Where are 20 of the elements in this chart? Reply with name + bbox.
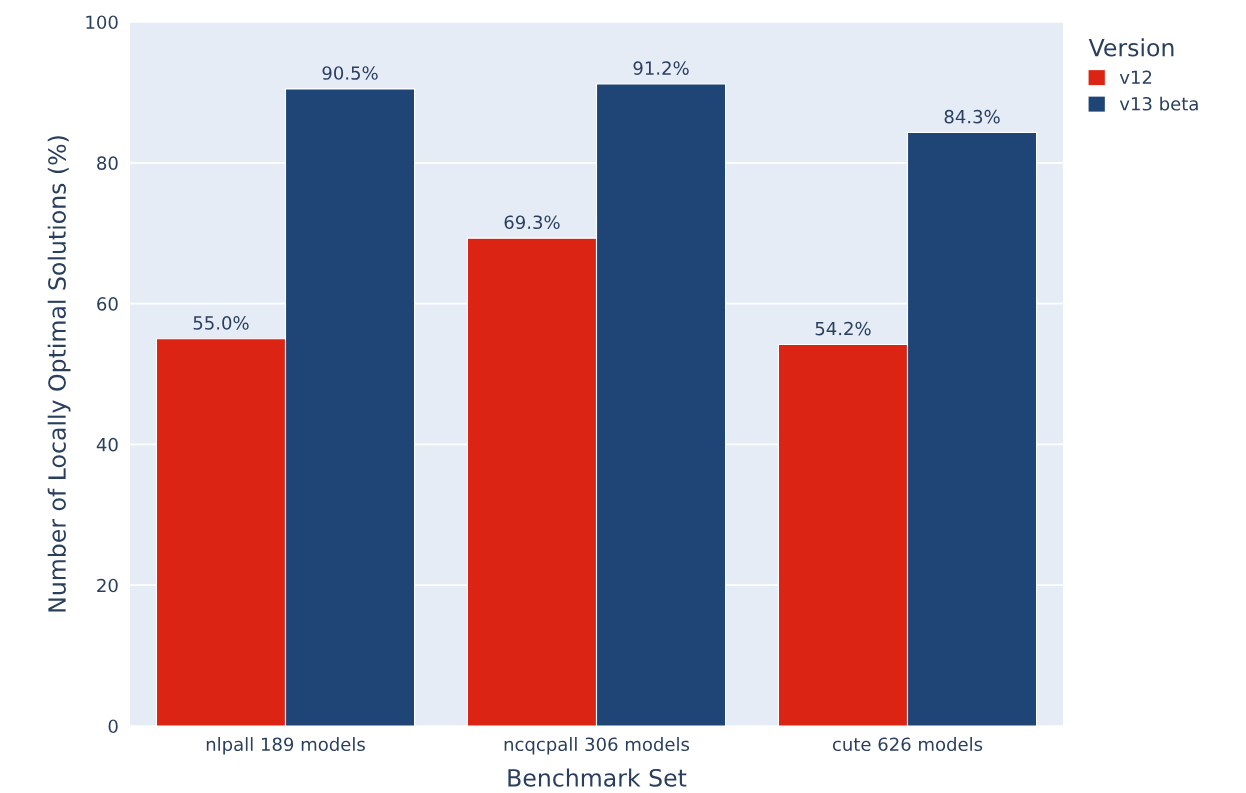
x-axis-title: Benchmark Set [508,768,687,787]
y-tick-label: 60 [97,297,118,311]
x-tick-label: cute 626 models [832,737,983,752]
data-label: 84.3% [944,109,1000,124]
x-tick-label: ncqcpall 306 models [504,737,690,755]
y-axis-title: Number of Locally Optimal Solutions (%) [47,136,71,612]
y-tick-label: 80 [97,156,118,170]
y-tick-label: 40 [96,437,118,452]
data-label: 90.5% [322,66,378,80]
y-tick-label: 20 [97,578,118,593]
data-label: 54.2% [815,321,871,336]
y-tick-label: 0 [108,719,118,734]
legend-label: v13 beta [1119,96,1198,111]
data-label: 91.2% [633,61,689,75]
legend-label: v12 [1119,70,1152,84]
y-tick-label: 100 [86,15,118,30]
data-label: 69.3% [504,215,560,230]
data-label: 55.0% [193,316,249,330]
legend-title: Version [1088,38,1174,57]
x-tick-label: nlpall 189 models [206,737,365,755]
